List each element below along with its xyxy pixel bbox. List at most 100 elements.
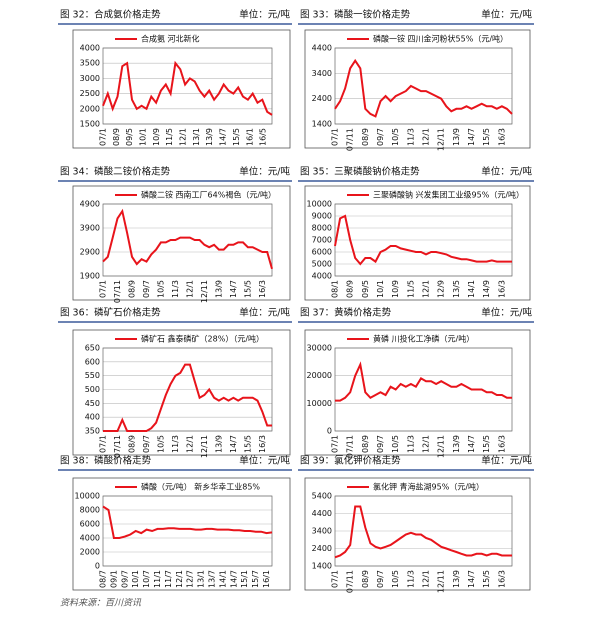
x-tick-label: 08/9 xyxy=(127,435,136,453)
x-tick-label: 12/11 xyxy=(200,435,209,458)
y-tick-label: 650 xyxy=(85,344,100,353)
y-tick-label: 1400 xyxy=(312,562,332,571)
x-tick-label: 15/5 xyxy=(482,570,491,588)
x-tick-label: 07/1 xyxy=(331,128,340,146)
figure-title: 图 34：磷酸二铵价格走势 xyxy=(60,166,171,178)
y-tick-label: 450 xyxy=(85,399,100,408)
x-tick-label: 16/1 xyxy=(262,570,271,588)
plot-area xyxy=(334,203,513,277)
x-tick-label: 11/1 xyxy=(153,570,162,588)
x-tick-label: 12/11 xyxy=(437,128,446,151)
x-tick-label: 07/11 xyxy=(346,128,355,151)
x-tick-label: 13/9 xyxy=(205,128,214,146)
x-tick-label: 12/11 xyxy=(437,435,446,458)
x-tick-label: 10/5 xyxy=(391,435,400,453)
x-tick-label: 09/7 xyxy=(376,435,385,453)
figure-title: 图 33：磷酸一铵价格走势 xyxy=(300,9,411,21)
y-tick-label: 4400 xyxy=(312,44,332,53)
figure-title: 图 37：黄磷价格走势 xyxy=(300,307,392,319)
legend-label: 黄磷 川投化工净磷（元/吨） xyxy=(373,334,474,344)
chart-frame xyxy=(72,329,291,456)
y-tick-label: 2000 xyxy=(80,104,100,113)
y-tick-label: 4900 xyxy=(80,200,100,209)
price-line xyxy=(334,58,513,118)
figure-title: 图 32：合成氨价格走势 xyxy=(60,9,161,21)
x-tick-label: 13/9 xyxy=(214,435,223,453)
unit: 单位：元/吨 xyxy=(239,307,290,319)
x-tick-label: 16/3 xyxy=(497,570,506,588)
y-tick-label: 1400 xyxy=(312,120,332,129)
x-tick-label: 12/7 xyxy=(186,570,195,588)
price-line xyxy=(103,363,272,432)
x-tick-label: 10/5 xyxy=(156,435,165,453)
price-line xyxy=(334,214,512,266)
y-tick-label: 9000 xyxy=(312,212,332,221)
x-tick-label: 16/3 xyxy=(497,280,506,298)
x-tick-label: 08/9 xyxy=(112,128,121,146)
y-tick-label: 5000 xyxy=(312,260,332,269)
x-tick-label: 07/1 xyxy=(99,280,108,298)
y-tick-label: 400 xyxy=(85,413,100,422)
x-tick-label: 14/7 xyxy=(467,435,476,453)
y-tick-label: 2400 xyxy=(312,94,332,103)
x-tick-label: 10/5 xyxy=(391,570,400,588)
y-tick-label: 3500 xyxy=(80,59,100,68)
y-tick-label: 4000 xyxy=(80,44,100,53)
x-tick-label: 15/5 xyxy=(482,128,491,146)
x-tick-label: 13/9 xyxy=(214,280,223,298)
y-tick-label: 5400 xyxy=(312,492,332,501)
y-tick-label: 2900 xyxy=(80,248,100,257)
x-tick-label: 15/5 xyxy=(243,435,252,453)
x-tick-label: 12/1 xyxy=(175,570,184,588)
plot-area xyxy=(102,347,273,432)
x-tick-label: 09/5 xyxy=(125,128,134,146)
x-tick-label: 14/9 xyxy=(482,280,491,298)
x-tick-label: 07/11 xyxy=(346,435,355,458)
x-tick-label: 08/9 xyxy=(127,280,136,298)
y-tick-label: 1500 xyxy=(80,120,100,129)
x-tick-label: 09/1 xyxy=(109,570,118,588)
x-tick-label: 12/1 xyxy=(179,128,188,146)
x-tick-label: 10/1 xyxy=(376,280,385,298)
x-tick-label: 12/1 xyxy=(422,570,431,588)
y-tick-label: 30000 xyxy=(307,344,332,353)
x-tick-label: 08/9 xyxy=(361,435,370,453)
x-tick-label: 08/9 xyxy=(361,570,370,588)
legend-label: 氯化钾 青海盐湖95%（元/吨） xyxy=(373,482,484,492)
x-tick-label: 14/7 xyxy=(467,128,476,146)
y-tick-label: 6000 xyxy=(80,520,100,529)
x-tick-label: 15/5 xyxy=(232,128,241,146)
unit: 单位：元/吨 xyxy=(481,307,532,319)
x-tick-label: 12/11 xyxy=(200,280,209,303)
chart-frame xyxy=(72,477,291,591)
x-tick-label: 16/3 xyxy=(497,435,506,453)
y-tick-label: 10000 xyxy=(75,492,100,501)
x-tick-label: 14/7 xyxy=(229,280,238,298)
x-tick-label: 14/7 xyxy=(229,570,238,588)
x-tick-label: 08/7 xyxy=(99,570,108,588)
x-tick-label: 15/5 xyxy=(243,280,252,298)
x-tick-label: 11/5 xyxy=(406,280,415,298)
y-tick-label: 2000 xyxy=(80,548,100,557)
legend-label: 三聚磷酸钠 兴发集团工业级95%（元/吨） xyxy=(373,190,524,200)
x-tick-label: 13/1 xyxy=(197,570,206,588)
source: 资料来源：百川资讯 xyxy=(60,598,142,609)
figure-title: 图 36：磷矿石价格走势 xyxy=(60,307,161,319)
x-tick-label: 11/3 xyxy=(406,435,415,453)
x-tick-label: 11/3 xyxy=(406,128,415,146)
x-tick-label: 09/7 xyxy=(376,570,385,588)
x-tick-label: 09/5 xyxy=(361,280,370,298)
unit: 单位：元/吨 xyxy=(239,166,290,178)
x-tick-label: 11/7 xyxy=(164,570,173,588)
price-line xyxy=(335,361,512,402)
x-tick-label: 15/7 xyxy=(251,570,260,588)
plot-area xyxy=(102,203,273,277)
x-tick-label: 07/1 xyxy=(331,570,340,588)
x-tick-label: 13/9 xyxy=(452,128,461,146)
y-tick-label: 6000 xyxy=(312,248,332,257)
x-tick-label: 16/3 xyxy=(258,435,267,453)
figure-title: 图 39：氯化钾价格走势 xyxy=(300,455,401,467)
x-tick-label: 09/7 xyxy=(142,435,151,453)
y-tick-label: 0 xyxy=(95,562,100,571)
